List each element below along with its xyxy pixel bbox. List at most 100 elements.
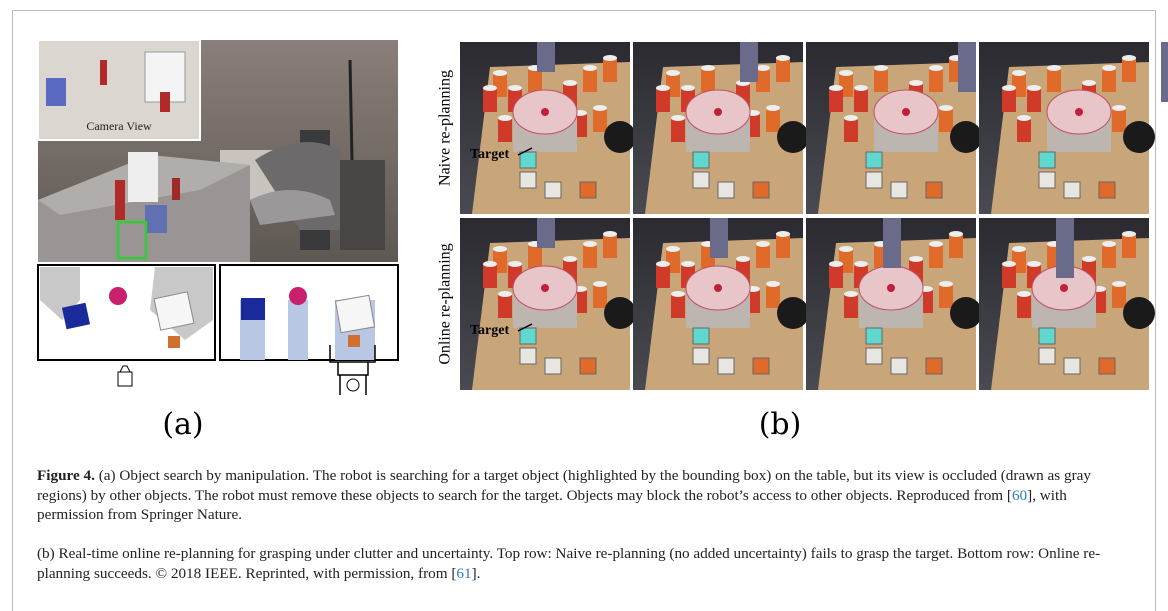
block	[1039, 348, 1055, 364]
can-top	[776, 55, 790, 61]
can	[756, 244, 770, 268]
can	[671, 294, 685, 318]
cylinder-knob	[1075, 108, 1083, 116]
can-top	[1002, 85, 1016, 91]
target-label: Target	[470, 323, 509, 338]
gripper	[537, 218, 555, 248]
block	[718, 358, 734, 374]
can-top	[493, 246, 507, 252]
row-label: Naive re-planning	[437, 70, 454, 186]
block	[520, 172, 536, 188]
block	[1039, 172, 1055, 188]
bin	[950, 121, 982, 153]
can-top	[593, 105, 607, 111]
can	[776, 58, 790, 82]
citation[interactable]: 60	[1012, 487, 1027, 504]
can	[1027, 88, 1041, 112]
cylinder-knob	[714, 108, 722, 116]
can	[1002, 264, 1016, 288]
can	[583, 244, 597, 268]
can-top	[829, 261, 843, 267]
bin	[604, 297, 636, 329]
can	[766, 108, 780, 132]
can	[1002, 88, 1016, 112]
can-top	[493, 70, 507, 76]
can-top	[939, 105, 953, 111]
can-top	[656, 85, 670, 91]
caption-text: (b) Real-time online re-planning for gra…	[37, 545, 1100, 582]
can-top	[736, 256, 750, 262]
can	[603, 58, 617, 82]
gripper	[1056, 218, 1074, 278]
can-top	[593, 281, 607, 287]
can	[498, 294, 512, 318]
can-top	[603, 55, 617, 61]
can-top	[603, 231, 617, 237]
can-top	[681, 85, 695, 91]
can-top	[681, 261, 695, 267]
can-top	[563, 256, 577, 262]
can	[1112, 284, 1126, 308]
can-top	[498, 291, 512, 297]
block	[866, 328, 882, 344]
bin	[1123, 297, 1155, 329]
grasp-photo	[806, 218, 982, 390]
can-top	[666, 70, 680, 76]
can	[1102, 68, 1116, 92]
block	[1099, 182, 1115, 198]
bin	[604, 121, 636, 153]
can-top	[874, 65, 888, 71]
can	[483, 264, 497, 288]
can	[949, 234, 963, 258]
block	[926, 358, 942, 374]
can	[829, 88, 843, 112]
can	[671, 118, 685, 142]
can-top	[583, 241, 597, 247]
bin	[1123, 121, 1155, 153]
can	[1102, 244, 1116, 268]
can-top	[756, 65, 770, 71]
can-top	[1082, 256, 1096, 262]
can	[854, 88, 868, 112]
block	[866, 172, 882, 188]
can	[656, 88, 670, 112]
can-top	[776, 231, 790, 237]
caption-text: ].	[472, 565, 481, 582]
can-top	[844, 115, 858, 121]
can-top	[929, 65, 943, 71]
can-top	[1122, 55, 1136, 61]
can-top	[1082, 80, 1096, 86]
can-top	[1002, 261, 1016, 267]
can-top	[1102, 241, 1116, 247]
caption-b: (b) Real-time online re-planning for gra…	[37, 544, 1137, 583]
block	[580, 358, 596, 374]
can-top	[483, 261, 497, 267]
figure: Camera View (a) (b) Naive re-planningTar…	[0, 0, 1168, 450]
can-top	[483, 85, 497, 91]
can	[874, 68, 888, 92]
can-top	[766, 281, 780, 287]
can-top	[929, 241, 943, 247]
block	[891, 182, 907, 198]
citation[interactable]: 61	[456, 565, 471, 582]
cylinder-knob	[1060, 284, 1068, 292]
block	[520, 348, 536, 364]
grasp-photo	[633, 218, 809, 390]
can-top	[1027, 85, 1041, 91]
inset-label: Camera View	[86, 119, 152, 133]
reach-diagram	[220, 265, 398, 395]
cylinder-knob	[541, 284, 549, 292]
block	[580, 182, 596, 198]
can	[593, 108, 607, 132]
can-top	[583, 65, 597, 71]
can	[1017, 294, 1031, 318]
can-top	[1017, 291, 1031, 297]
cylinder-knob	[541, 108, 549, 116]
block	[1099, 358, 1115, 374]
can-top	[1122, 231, 1136, 237]
grasp-photo	[979, 42, 1168, 214]
block	[1039, 328, 1055, 344]
can-top	[671, 291, 685, 297]
can-top	[508, 261, 522, 267]
can-top	[508, 85, 522, 91]
